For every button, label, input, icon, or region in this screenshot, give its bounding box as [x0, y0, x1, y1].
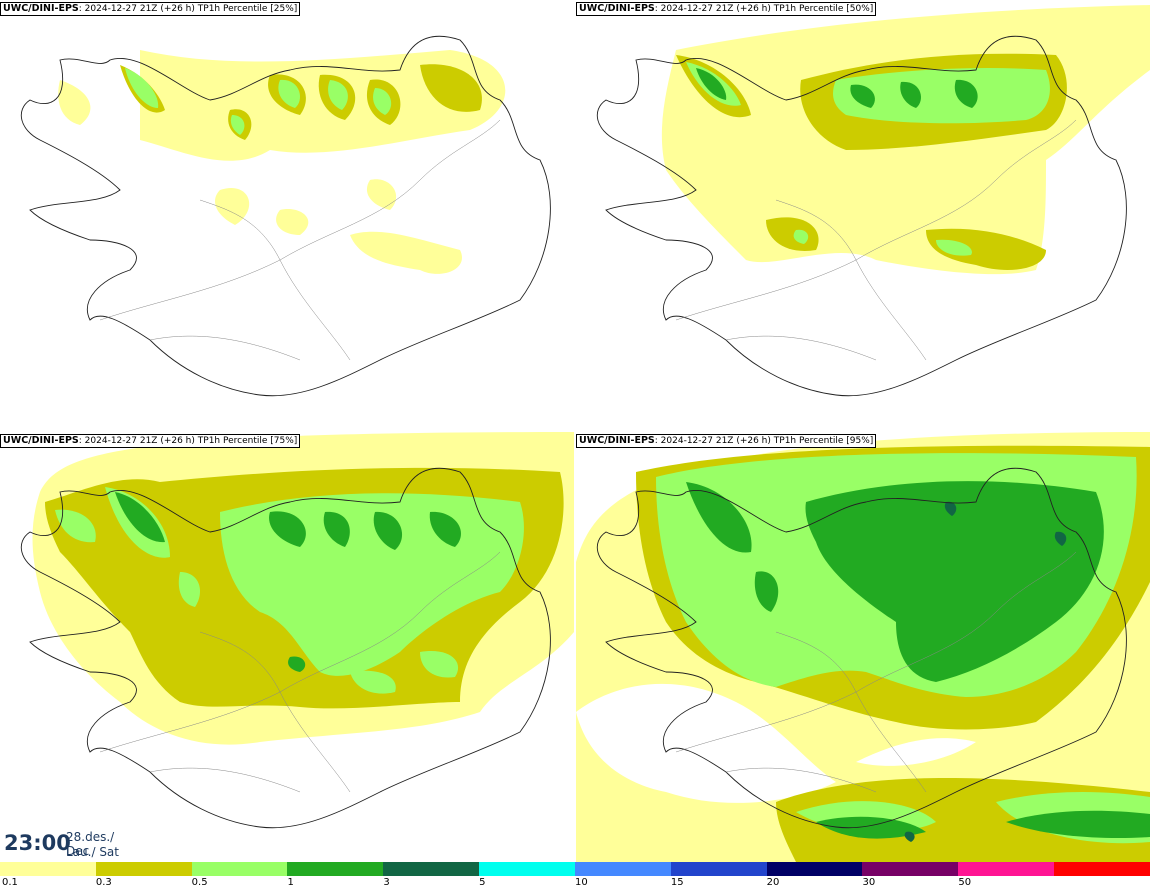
legend-swatch	[1054, 862, 1150, 876]
legend-swatch	[670, 862, 767, 876]
panel-title: UWC/DINI-EPS: 2024-12-27 21Z (+26 h) TP1…	[576, 2, 877, 16]
legend-swatch	[191, 862, 288, 876]
legend-swatch	[287, 862, 384, 876]
legend-ticks: 0.1 0.3 0.5 1 3 5 10 15 20 30 50	[0, 876, 1150, 891]
map-panel-p95: UWC/DINI-EPS: 2024-12-27 21Z (+26 h) TP1…	[576, 432, 1150, 862]
map-panel-p50: UWC/DINI-EPS: 2024-12-27 21Z (+26 h) TP1…	[576, 0, 1150, 430]
roads	[99, 551, 501, 793]
legend-tick-label: 15	[670, 877, 684, 888]
roads	[675, 551, 1077, 793]
valid-time: 23:00	[4, 831, 71, 855]
legend-tick-label: 30	[862, 877, 876, 888]
precip-map	[20, 35, 551, 397]
precip-map	[596, 5, 1150, 397]
color-legend	[0, 862, 1150, 876]
legend-tick-label: 0.3	[95, 877, 112, 888]
roads	[99, 119, 501, 361]
panel-title: UWC/DINI-EPS: 2024-12-27 21Z (+26 h) TP1…	[0, 2, 301, 16]
precip-yellow	[58, 50, 506, 274]
precip-map	[576, 432, 1150, 862]
legend-swatch	[958, 862, 1055, 876]
precip-white-gaps	[576, 683, 976, 803]
precip-lightgreen	[686, 62, 1050, 256]
legend-swatch	[479, 862, 575, 876]
precip-map	[20, 432, 574, 829]
valid-day: Lau./ Sat	[66, 845, 119, 859]
legend-swatch	[862, 862, 959, 876]
coastline	[596, 35, 1127, 397]
legend-tick-label: 10	[575, 877, 588, 888]
map-panel-p75: UWC/DINI-EPS: 2024-12-27 21Z (+26 h) TP1…	[0, 432, 574, 862]
valid-date: 28.des./ Dec	[66, 830, 115, 858]
coastline	[20, 35, 551, 397]
legend-tick-label: 50	[958, 877, 972, 888]
legend-swatch	[0, 862, 96, 876]
legend-swatch	[766, 862, 863, 876]
legend-tick-label: 0.5	[191, 877, 208, 888]
roads	[675, 119, 1077, 361]
precip-green	[686, 481, 1150, 839]
map-panel-p25: UWC/DINI-EPS: 2024-12-27 21Z (+26 h) TP1…	[0, 0, 574, 430]
legend-tick-label: 1	[287, 877, 294, 888]
legend-tick-label: 0.1	[2, 877, 18, 888]
precip-lightgreen	[125, 68, 392, 135]
legend-swatch	[574, 862, 671, 876]
legend-swatch	[383, 862, 480, 876]
precip-green	[696, 68, 978, 108]
legend-tick-label: 3	[383, 877, 390, 888]
valid-time-box: 23:00 28.des./ Dec Lau./ Sat	[0, 826, 140, 862]
precip-green	[115, 492, 461, 672]
legend-tick-label: 20	[766, 877, 780, 888]
coastline	[20, 467, 551, 829]
coastline	[596, 467, 1127, 829]
legend-tick-label: 5	[479, 877, 486, 888]
panel-title: UWC/DINI-EPS: 2024-12-27 21Z (+26 h) TP1…	[576, 434, 877, 448]
legend-swatch	[95, 862, 192, 876]
panel-title: UWC/DINI-EPS: 2024-12-27 21Z (+26 h) TP1…	[0, 434, 301, 448]
precip-darkgreen	[904, 501, 1067, 842]
